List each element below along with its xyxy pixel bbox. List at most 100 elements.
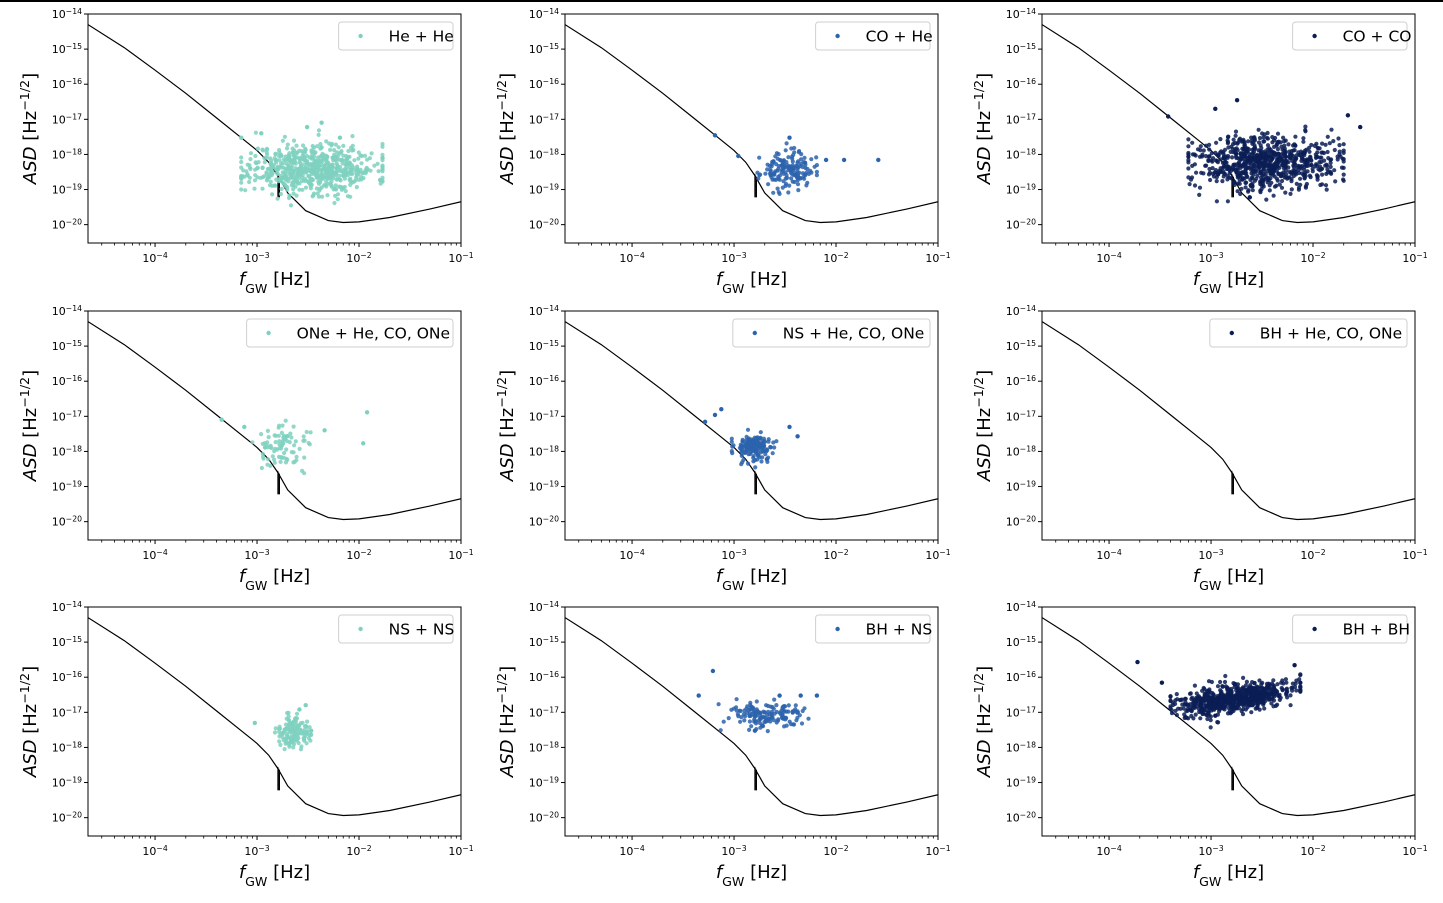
data-point [275, 196, 280, 201]
data-point [1286, 175, 1291, 180]
y-tick-label: 10−20 [52, 514, 82, 529]
data-point [332, 148, 337, 153]
data-point [1307, 173, 1312, 178]
data-point [277, 148, 282, 153]
data-point [726, 716, 731, 721]
data-point [273, 440, 278, 445]
data-point [279, 430, 284, 435]
data-point [1214, 179, 1219, 184]
data-point [309, 148, 314, 153]
data-point [782, 709, 787, 714]
data-point [337, 173, 342, 178]
data-point [1250, 188, 1255, 193]
data-point [1302, 175, 1307, 180]
data-point [320, 171, 325, 177]
axes-frame [564, 310, 939, 541]
y-tick-label: 10−20 [529, 810, 559, 825]
data-point [814, 169, 820, 174]
data-point [770, 159, 775, 164]
y-tick-label: 10−15 [529, 339, 559, 354]
data-point [786, 190, 791, 195]
data-point [1261, 135, 1266, 140]
data-point [1258, 700, 1263, 705]
legend-box [732, 318, 931, 348]
scatter-points [1166, 98, 1363, 204]
data-point [278, 191, 283, 197]
y-axis-label: ASD [Hz−1/2] [971, 666, 996, 778]
data-point [1325, 134, 1330, 139]
data-point [1231, 700, 1236, 705]
data-point [1328, 164, 1333, 169]
legend: BH + He, CO, ONe [1209, 318, 1408, 348]
data-point [268, 170, 273, 175]
data-point [1261, 139, 1266, 144]
data-point [1271, 678, 1276, 683]
legend-box [1209, 318, 1408, 348]
y-tick-label: 10−20 [529, 217, 559, 232]
data-point [710, 668, 716, 674]
data-point [1329, 157, 1334, 162]
data-point [805, 180, 810, 185]
data-point [1335, 157, 1340, 162]
data-point [328, 163, 333, 168]
y-tick-label: 10−16 [52, 670, 82, 685]
data-point [1286, 160, 1291, 165]
data-point [744, 434, 749, 439]
data-point [1302, 172, 1307, 177]
data-point [755, 440, 761, 445]
data-point [1253, 687, 1258, 693]
data-point [769, 709, 774, 715]
data-point [1279, 185, 1285, 190]
data-point [325, 193, 330, 198]
data-point [1226, 134, 1231, 139]
data-point [265, 428, 270, 433]
data-point [764, 703, 769, 708]
data-point [764, 447, 769, 452]
data-point [286, 714, 291, 719]
data-point [769, 164, 774, 169]
data-point [1279, 173, 1284, 179]
data-point [1238, 170, 1243, 175]
data-point [1231, 137, 1236, 142]
y-axis-label: ASD [Hz−1/2] [17, 73, 42, 185]
data-point [809, 157, 814, 162]
data-point [276, 177, 281, 182]
data-point [301, 434, 306, 439]
x-tick-label: 10−2 [823, 844, 848, 859]
x-tick-label: 10−4 [619, 844, 644, 859]
data-point [794, 718, 799, 723]
data-point [276, 433, 281, 438]
data-point [758, 172, 763, 177]
data-point [1313, 155, 1319, 160]
data-point [354, 185, 359, 190]
data-point [1207, 170, 1212, 175]
data-point [1244, 692, 1249, 697]
data-point [270, 192, 275, 197]
data-point [297, 707, 302, 712]
data-point [328, 172, 333, 178]
data-point [1299, 166, 1304, 171]
data-point [748, 700, 753, 705]
x-axis-label: fGW [Hz] [716, 269, 787, 296]
y-axis-label: ASD [Hz−1/2] [17, 666, 42, 778]
data-point [808, 168, 813, 173]
data-point [289, 435, 294, 440]
data-point [304, 124, 310, 130]
y-tick-label: 10−17 [529, 112, 559, 127]
data-point [295, 723, 300, 728]
data-point [286, 163, 291, 168]
data-point [298, 161, 303, 166]
data-point [1192, 683, 1197, 688]
data-point [783, 181, 789, 186]
data-point [1222, 694, 1227, 699]
legend-marker [835, 626, 840, 632]
sensitivity-curve [1042, 321, 1415, 521]
data-point [282, 134, 287, 139]
data-point [1310, 169, 1315, 174]
data-point [1214, 158, 1219, 163]
subplot-5: 10−4 10−3 10−2 10−1 10−20 10−19 10−18 10−17 10−1… [494, 304, 951, 593]
data-point [1232, 682, 1237, 687]
data-point [289, 740, 295, 745]
data-point [295, 731, 300, 737]
data-point [1159, 680, 1165, 685]
